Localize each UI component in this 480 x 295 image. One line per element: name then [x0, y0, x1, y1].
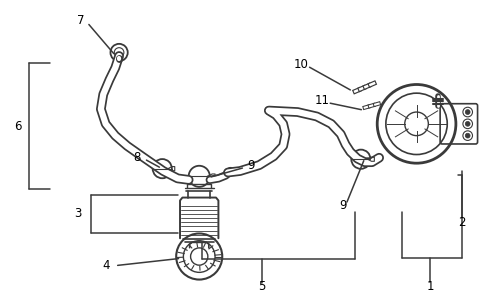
- Text: 7: 7: [77, 14, 84, 27]
- Text: 3: 3: [74, 207, 82, 220]
- Circle shape: [465, 122, 470, 126]
- Text: 4: 4: [103, 259, 110, 272]
- Text: 8: 8: [133, 151, 141, 164]
- Text: 11: 11: [315, 94, 330, 107]
- Text: 9: 9: [339, 199, 347, 212]
- Text: 9: 9: [247, 159, 254, 172]
- Circle shape: [465, 133, 470, 138]
- Text: 1: 1: [426, 280, 434, 293]
- Text: 5: 5: [258, 280, 265, 293]
- Circle shape: [465, 110, 470, 114]
- Text: 2: 2: [458, 216, 466, 229]
- Text: 6: 6: [14, 120, 22, 133]
- Text: 10: 10: [294, 58, 309, 71]
